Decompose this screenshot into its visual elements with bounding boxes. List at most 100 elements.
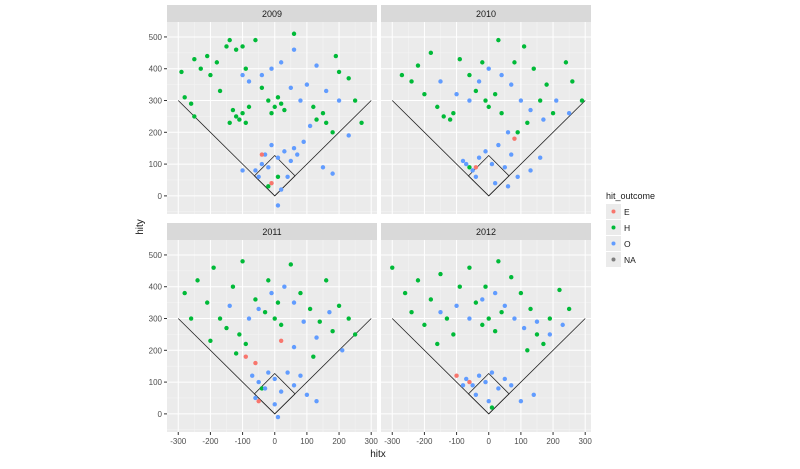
legend-swatch-H xyxy=(611,225,616,230)
data-point-H xyxy=(422,322,427,328)
data-point-O xyxy=(454,303,459,309)
data-point-H xyxy=(275,95,281,100)
data-point-O xyxy=(531,392,536,398)
data-point-O xyxy=(285,174,290,180)
data-point-H xyxy=(243,120,248,125)
data-point-O xyxy=(438,79,443,84)
data-point-O xyxy=(505,130,511,135)
data-point-H xyxy=(473,88,479,94)
data-point-H xyxy=(415,278,421,283)
data-point-E xyxy=(269,180,274,186)
data-point-H xyxy=(402,290,408,296)
data-point-O xyxy=(480,297,485,302)
data-point-O xyxy=(298,98,303,103)
data-point-H xyxy=(291,31,297,36)
data-point-H xyxy=(422,91,427,97)
y-tick-label: 100 xyxy=(149,160,163,169)
data-point-H xyxy=(192,56,197,62)
data-point-O xyxy=(259,161,265,167)
data-point-O xyxy=(502,165,508,170)
infield-diamond xyxy=(253,372,296,415)
data-point-O xyxy=(278,187,284,192)
data-point-H xyxy=(195,278,200,283)
data-point-H xyxy=(541,341,546,347)
data-point-O xyxy=(291,344,297,350)
data-point-H xyxy=(521,44,527,49)
data-point-H xyxy=(275,300,281,305)
legend-label: O xyxy=(624,239,631,249)
data-point-H xyxy=(320,111,326,116)
data-point-H xyxy=(272,104,277,110)
infield-diamond xyxy=(253,154,296,197)
data-point-H xyxy=(266,278,271,283)
legend-swatch-O xyxy=(611,241,616,246)
data-point-H xyxy=(409,309,414,315)
legend-label: E xyxy=(624,207,630,217)
data-point-H xyxy=(208,72,213,78)
data-point-H xyxy=(224,325,229,331)
data-point-H xyxy=(259,85,265,91)
data-point-H xyxy=(566,306,572,312)
data-point-O xyxy=(492,290,498,296)
data-point-H xyxy=(473,300,479,305)
data-point-H xyxy=(390,265,395,270)
data-point-H xyxy=(467,165,472,170)
data-point-H xyxy=(269,111,274,116)
data-point-O xyxy=(291,145,297,151)
data-point-H xyxy=(227,120,232,125)
data-point-O xyxy=(282,149,287,154)
data-point-H xyxy=(330,329,335,334)
data-point-O xyxy=(307,123,313,129)
data-point-O xyxy=(266,165,271,170)
facet-strip xyxy=(167,223,377,240)
data-point-O xyxy=(464,376,469,382)
data-point-O xyxy=(537,155,543,160)
data-point-O xyxy=(246,316,252,321)
data-point-H xyxy=(262,309,268,315)
y-tick-label: 200 xyxy=(149,128,163,137)
data-point-H xyxy=(230,284,236,289)
data-point-H xyxy=(492,329,498,334)
data-point-O xyxy=(278,60,284,65)
x-tick-label: -300 xyxy=(384,437,401,446)
data-point-O xyxy=(295,152,300,157)
data-point-O xyxy=(330,171,335,176)
panel-background xyxy=(167,240,377,432)
data-point-H xyxy=(266,184,271,189)
data-point-H xyxy=(486,104,491,110)
data-point-H xyxy=(467,265,472,270)
data-point-H xyxy=(208,338,213,343)
facet-label: 2009 xyxy=(262,9,282,19)
data-point-H xyxy=(224,44,229,49)
data-point-O xyxy=(320,165,326,170)
data-point-H xyxy=(230,107,236,113)
data-point-H xyxy=(192,114,197,119)
data-point-O xyxy=(541,117,546,122)
data-point-O xyxy=(509,383,514,388)
data-point-H xyxy=(515,130,520,135)
data-point-H xyxy=(579,98,585,103)
data-point-O xyxy=(476,79,482,84)
data-point-O xyxy=(291,300,297,305)
data-point-O xyxy=(304,82,310,87)
data-point-O xyxy=(566,111,572,116)
data-point-H xyxy=(307,306,313,312)
facet-label: 2011 xyxy=(262,227,281,237)
data-point-E xyxy=(467,379,472,385)
data-point-O xyxy=(496,386,501,391)
data-point-H xyxy=(311,104,316,110)
data-point-H xyxy=(525,348,530,353)
data-point-H xyxy=(217,316,223,321)
data-point-O xyxy=(275,155,281,160)
data-point-O xyxy=(256,379,261,385)
data-point-H xyxy=(352,98,358,103)
y-tick-label: 500 xyxy=(149,251,163,260)
x-tick-label: 200 xyxy=(332,437,346,446)
data-point-O xyxy=(476,155,482,160)
data-point-H xyxy=(214,60,220,65)
data-point-E xyxy=(259,152,265,157)
y-tick-label: 500 xyxy=(149,33,163,42)
data-point-O xyxy=(253,168,258,173)
